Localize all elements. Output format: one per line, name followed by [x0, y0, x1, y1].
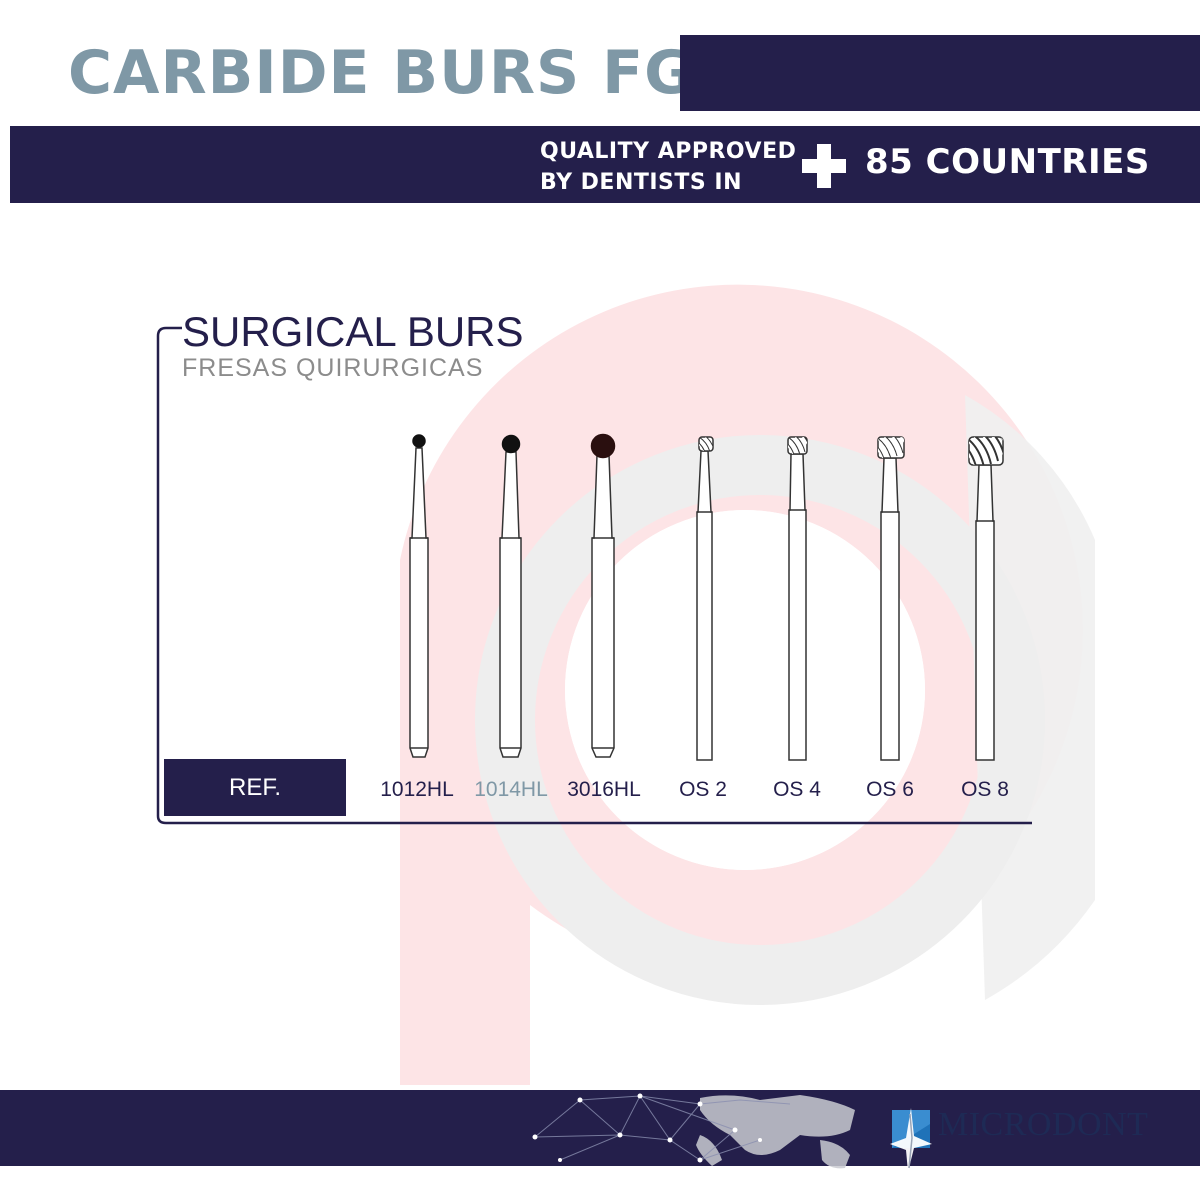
bur-1012hl — [409, 434, 429, 758]
bur-1014hl — [499, 434, 522, 758]
bur-os6 — [877, 436, 905, 761]
quality-banner — [10, 126, 1200, 203]
page-title: CARBIDE BURS FG — [68, 38, 695, 108]
ref-header: REF. — [164, 759, 346, 816]
tagline-line-1: QUALITY APPROVED — [540, 139, 797, 164]
tagline-line-2: BY DENTISTS IN — [540, 170, 743, 195]
title-accent-bar — [680, 35, 1200, 111]
bur-os2 — [696, 436, 714, 761]
microdont-star-icon — [890, 1108, 932, 1172]
footer-bar — [0, 1090, 1200, 1166]
ref-1014hl: 1014HL — [474, 778, 548, 801]
ref-os2: OS 2 — [679, 778, 727, 801]
bur-os4 — [787, 436, 808, 761]
banner-tagline: QUALITY APPROVED BY DENTISTS IN — [540, 136, 810, 198]
bur-3016hl — [590, 433, 616, 758]
ref-os4: OS 4 — [773, 778, 821, 801]
bur-os8 — [968, 436, 1004, 761]
section-subtitle: FRESAS QUIRURGICAS — [182, 354, 484, 382]
ref-os6: OS 6 — [866, 778, 914, 801]
plus-icon — [802, 144, 846, 188]
section-title: SURGICAL BURS — [182, 308, 524, 355]
ref-3016hl: 3016HL — [567, 778, 641, 801]
countries-count: 85 COUNTRIES — [865, 142, 1150, 182]
ref-1012hl: 1012HL — [380, 778, 454, 801]
brand-name: MICRODONT — [938, 1106, 1149, 1143]
ref-os8: OS 8 — [961, 778, 1009, 801]
